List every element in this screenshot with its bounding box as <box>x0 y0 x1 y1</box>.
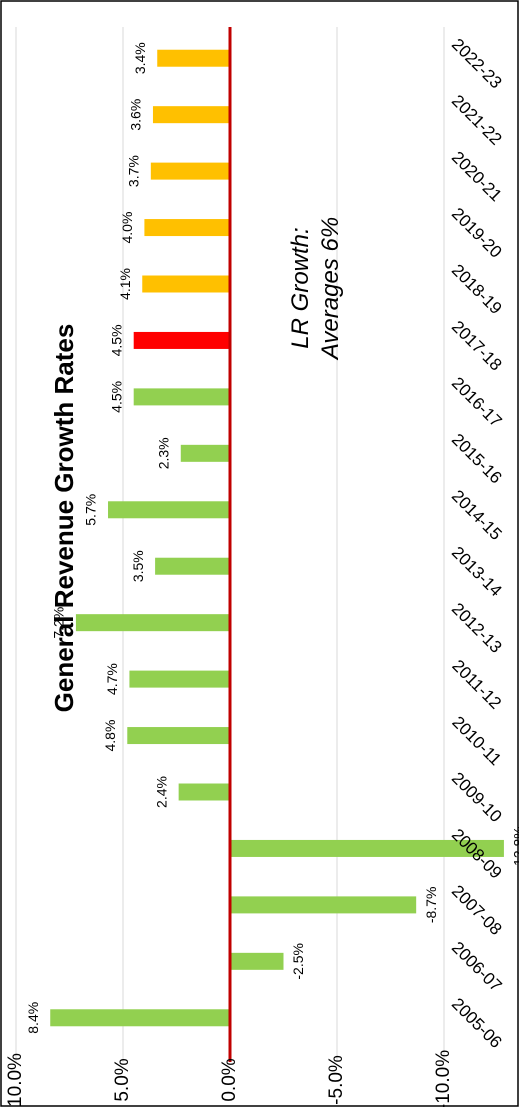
data-label: 4.1% <box>117 268 133 300</box>
category-label: 2016-17 <box>448 373 506 431</box>
data-label: 2.4% <box>153 776 169 808</box>
bar-2013-14 <box>155 557 230 575</box>
category-label: 2009-10 <box>448 769 506 827</box>
data-label: -12.8% <box>511 826 519 870</box>
data-label: 3.4% <box>132 42 148 74</box>
bar-2020-21 <box>150 162 230 180</box>
data-label: 4.5% <box>108 324 124 356</box>
category-label: 2020-21 <box>448 148 506 206</box>
value-tick-label: 10.0% <box>5 1053 26 1107</box>
bar-2017-18 <box>133 331 230 349</box>
category-label: 2007-08 <box>448 881 506 939</box>
growth-annotation: LR Growth: Averages 6% <box>287 217 344 361</box>
value-tick-label: -5.0% <box>326 1055 347 1105</box>
category-label: 2010-11 <box>448 713 505 770</box>
bar-2009-10 <box>178 783 230 801</box>
bar-2008-09 <box>230 839 504 857</box>
value-tick-labels-layer: 10.0%5.0%0.0%-5.0%-10.0%-15.0% <box>5 1050 454 1110</box>
bar-2014-15 <box>108 501 230 519</box>
data-label: 4.5% <box>108 381 124 413</box>
data-label: 5.7% <box>83 494 99 526</box>
category-label: 2012-13 <box>448 599 506 657</box>
category-label: 2014-15 <box>448 486 506 544</box>
annotation-line-2: Averages 6% <box>317 217 344 361</box>
category-label: 2011-12 <box>448 656 505 713</box>
bar-2021-22 <box>152 106 230 124</box>
annotation-line-1: LR Growth: <box>287 227 314 348</box>
data-label: -8.7% <box>423 887 439 924</box>
bar-2015-16 <box>180 444 230 462</box>
bar-2007-08 <box>230 896 417 914</box>
category-label: 2017-18 <box>448 317 506 375</box>
bar-2006-07 <box>230 952 284 970</box>
data-label: 4.8% <box>102 720 118 752</box>
bar-2018-19 <box>142 275 230 293</box>
chart-title: General Revenue Growth Rates <box>49 324 79 713</box>
data-label: 4.7% <box>104 663 120 695</box>
bar-2012-13 <box>75 614 230 632</box>
bar-2010-11 <box>127 727 230 745</box>
category-label: 2005-06 <box>448 994 506 1052</box>
value-tick-label: -10.0% <box>433 1050 454 1107</box>
data-label: 3.7% <box>126 155 142 187</box>
data-label: 3.5% <box>130 550 146 582</box>
bar-2005-06 <box>50 1009 230 1027</box>
category-labels-layer: 2005-062006-072007-082008-092009-102010-… <box>448 35 506 1052</box>
grid-layer <box>15 27 445 1062</box>
value-tick-label: 0.0% <box>219 1058 240 1101</box>
category-label: 2015-16 <box>448 430 506 488</box>
data-label: 7.2% <box>51 607 67 639</box>
bars-layer <box>50 49 504 1027</box>
bar-2022-23 <box>157 49 230 67</box>
data-label: -2.5% <box>290 943 306 980</box>
bar-2016-17 <box>133 388 230 406</box>
bar-2019-20 <box>144 219 230 237</box>
category-label: 2013-14 <box>448 543 506 601</box>
bar-2011-12 <box>129 670 230 688</box>
data-label: 4.0% <box>119 212 135 244</box>
category-label: 2018-19 <box>448 261 506 319</box>
category-label: 2006-07 <box>448 938 506 996</box>
category-label: 2019-20 <box>448 204 506 262</box>
value-tick-label: 5.0% <box>112 1058 133 1101</box>
data-label: 3.6% <box>128 99 144 131</box>
category-label: 2022-23 <box>448 35 506 93</box>
data-labels-layer: 8.4% -2.5% -8.7% -12.8% 2.4% 4.8% 4.7% 7.2% 3.5%… <box>25 42 519 1033</box>
category-label: 2021-22 <box>448 91 506 149</box>
data-label: 2.3% <box>155 437 171 469</box>
data-label: 8.4% <box>25 1002 41 1034</box>
